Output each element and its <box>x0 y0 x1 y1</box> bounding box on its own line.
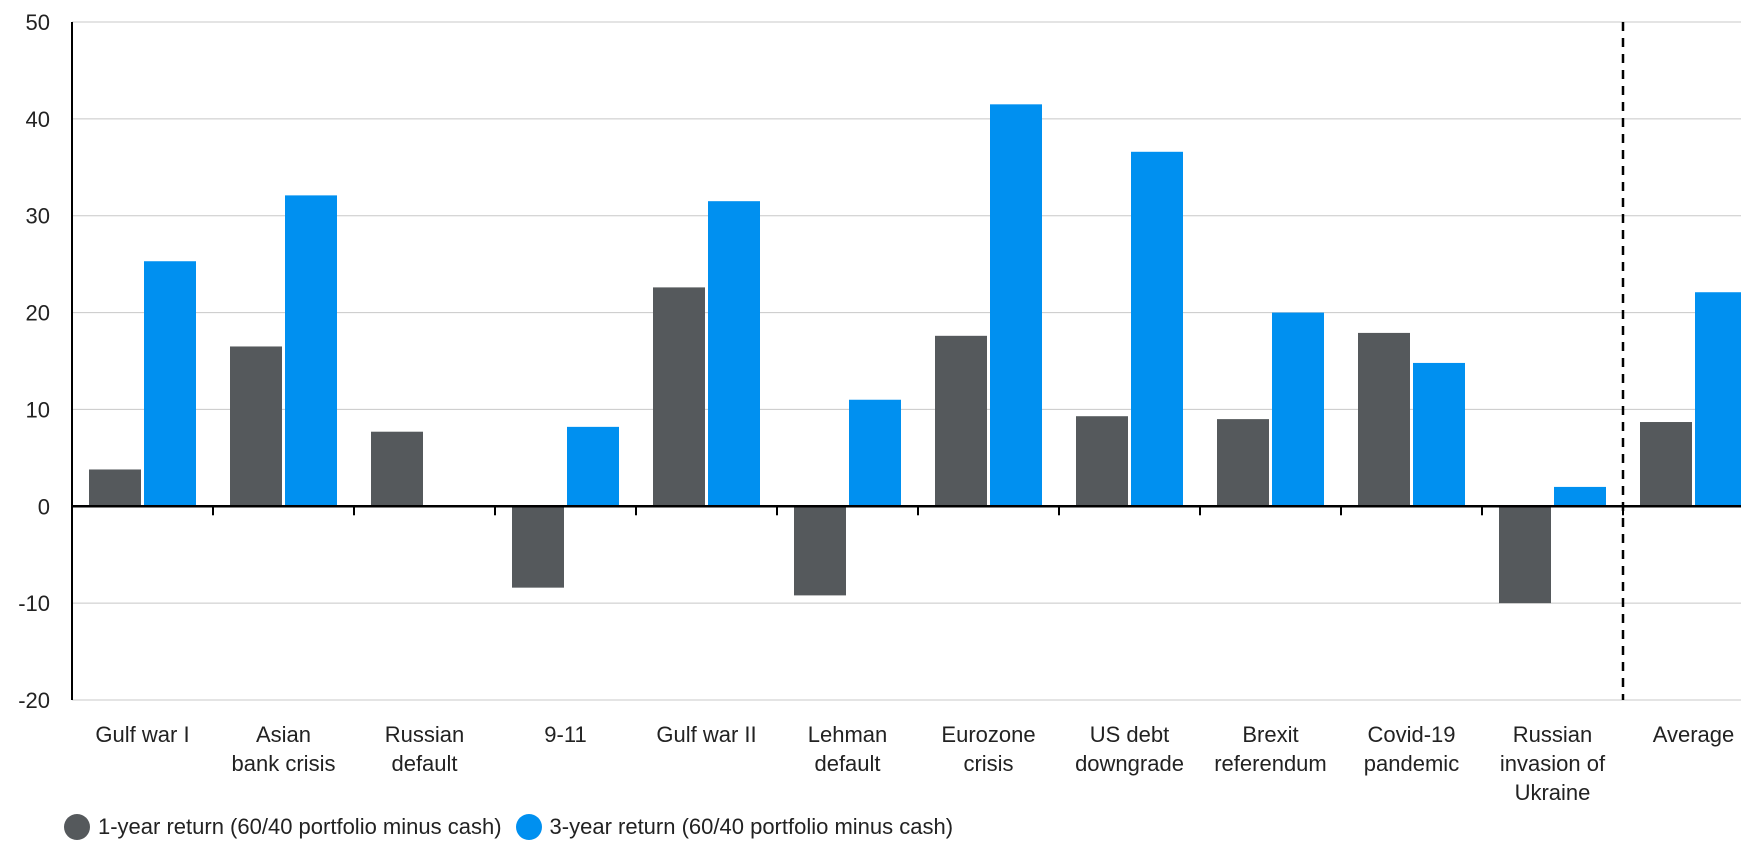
bar-1-year <box>512 506 564 588</box>
y-tick-label: 50 <box>26 10 50 35</box>
bar-3-year <box>990 104 1042 507</box>
legend: 1-year return (60/40 portfolio minus cas… <box>64 814 967 840</box>
x-category-label-line: pandemic <box>1364 751 1459 776</box>
y-tick-label: 20 <box>26 301 50 326</box>
bar-1-year <box>935 335 987 507</box>
bar-3-year <box>285 195 337 507</box>
bar-3-year <box>1554 486 1606 507</box>
y-tick-label: -10 <box>18 591 50 616</box>
legend-item-3-year: 3-year return (60/40 portfolio minus cas… <box>515 814 954 840</box>
bar-3-year <box>1695 292 1741 507</box>
legend-swatch-3-year <box>515 814 542 840</box>
bar-3-year <box>708 201 760 507</box>
x-category-label-line: Russian <box>385 722 464 747</box>
y-tick-label: 10 <box>26 397 50 422</box>
x-category-label-line: crisis <box>963 751 1013 776</box>
x-category-label-line: US debt <box>1090 722 1170 747</box>
legend-label-1-year: 1-year return (60/40 portfolio minus cas… <box>98 814 502 839</box>
x-category-label: Gulf war I <box>95 722 189 747</box>
x-category-label-line: Average <box>1653 722 1735 747</box>
x-category-label-line: Asian <box>256 722 311 747</box>
x-category-label-line: default <box>814 751 880 776</box>
bar-1-year <box>230 346 282 507</box>
bar-1-year <box>1640 422 1692 507</box>
x-category-label: US debt downgrade <box>1075 722 1184 776</box>
x-category-label-line: default <box>391 751 457 776</box>
x-category-label: 9-11 <box>544 722 586 747</box>
x-category-label: Brexit referendum <box>1214 722 1327 776</box>
bar-1-year <box>89 469 141 507</box>
bar-3-year <box>849 399 901 507</box>
bar-1-year <box>371 431 423 507</box>
x-category-label-line: Russian <box>1513 722 1592 747</box>
bar-3-year <box>1413 362 1465 507</box>
legend-swatch-1-year <box>64 814 90 840</box>
x-category-label: Lehman default <box>808 722 888 776</box>
bar-1-year <box>1499 506 1551 604</box>
x-category-label-line: 9-11 <box>544 722 586 747</box>
bar-1-year <box>1217 419 1269 507</box>
x-category-label: Asian bank crisis <box>232 722 336 776</box>
x-category-label-line: Gulf war II <box>656 722 756 747</box>
x-category-label-line: bank crisis <box>232 751 336 776</box>
bar-3-year <box>1131 151 1183 507</box>
bar-1-year <box>1358 332 1410 507</box>
x-category-label-line: Ukraine <box>1515 780 1591 805</box>
x-category-label: Average <box>1653 722 1735 747</box>
x-category-label-line: Eurozone <box>941 722 1035 747</box>
y-tick-label: 30 <box>26 204 50 229</box>
bar-1-year <box>794 506 846 596</box>
x-category-label-line: Brexit <box>1242 722 1298 747</box>
x-category-label-line: invasion of <box>1500 751 1606 776</box>
x-category-label-line: Covid-19 <box>1367 722 1455 747</box>
x-category-label: Gulf war II <box>656 722 756 747</box>
y-tick-label: -20 <box>18 688 50 713</box>
x-category-label-line: Gulf war I <box>95 722 189 747</box>
bar-1-year <box>653 287 705 507</box>
bar-3-year <box>1272 312 1324 507</box>
legend-label-3-year: 3-year return (60/40 portfolio minus cas… <box>549 814 954 839</box>
x-category-label-line: referendum <box>1214 751 1327 776</box>
legend-item-1-year: 1-year return (60/40 portfolio minus cas… <box>64 814 502 840</box>
bar-3-year <box>144 261 196 507</box>
bar-1-year <box>1076 416 1128 507</box>
y-tick-label: 40 <box>26 107 50 132</box>
x-category-label: Eurozone crisis <box>941 722 1035 776</box>
x-category-label-line: downgrade <box>1075 751 1184 776</box>
x-category-label: Covid-19 pandemic <box>1364 722 1459 776</box>
x-category-label-line: Lehman <box>808 722 888 747</box>
y-tick-label: 0 <box>38 494 50 519</box>
bar-3-year <box>567 426 619 507</box>
x-category-label: Russian invasion of Ukraine <box>1500 722 1606 805</box>
x-category-label: Russian default <box>385 722 464 776</box>
